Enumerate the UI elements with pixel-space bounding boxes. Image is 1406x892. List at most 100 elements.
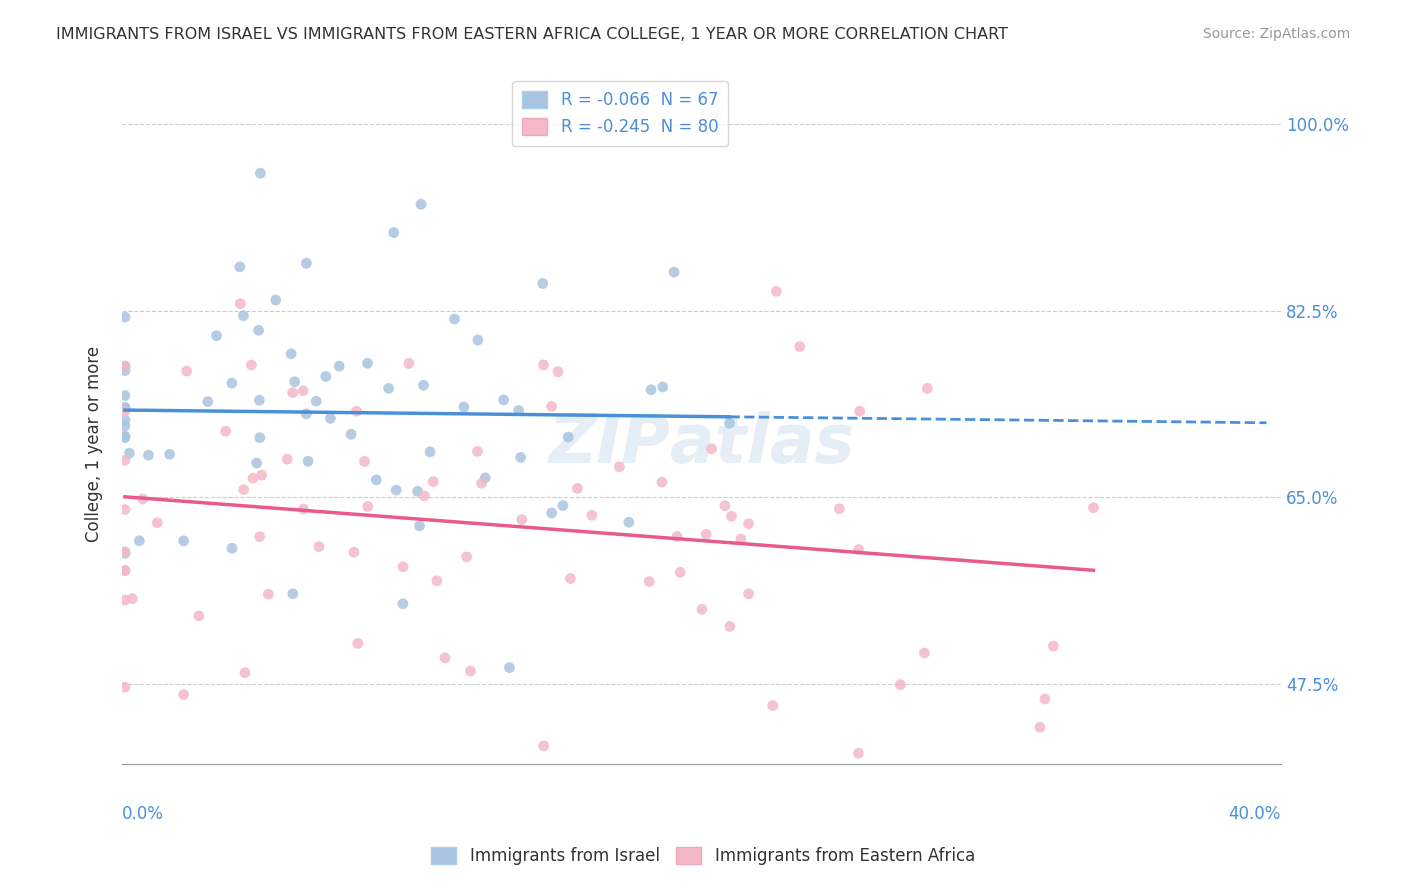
Point xyxy=(249,431,271,445)
Point xyxy=(114,502,136,516)
Point xyxy=(257,587,280,601)
Point xyxy=(250,468,273,483)
Point xyxy=(714,499,737,513)
Point xyxy=(700,442,723,456)
Point xyxy=(247,323,270,337)
Point xyxy=(233,665,256,680)
Point xyxy=(292,502,315,516)
Point xyxy=(221,541,243,556)
Point xyxy=(297,454,319,468)
Point xyxy=(551,499,574,513)
Point xyxy=(690,602,713,616)
Point xyxy=(347,636,370,650)
Point xyxy=(718,416,741,430)
Point xyxy=(669,566,692,580)
Point xyxy=(456,549,478,564)
Point xyxy=(356,356,378,370)
Point xyxy=(377,381,399,395)
Point xyxy=(828,501,851,516)
Point xyxy=(1042,639,1064,653)
Point xyxy=(737,516,759,531)
Point xyxy=(353,454,375,468)
Point xyxy=(249,530,271,544)
Point xyxy=(651,380,673,394)
Point xyxy=(114,431,136,445)
Point xyxy=(567,481,589,495)
Point xyxy=(114,363,136,377)
Point xyxy=(366,473,388,487)
Point xyxy=(492,392,515,407)
Point xyxy=(276,452,298,467)
Point xyxy=(176,364,198,378)
Point xyxy=(242,471,264,485)
Point xyxy=(557,430,579,444)
Point xyxy=(264,293,287,307)
Point xyxy=(173,533,195,548)
Point xyxy=(114,546,136,560)
Point xyxy=(609,459,631,474)
Point xyxy=(114,545,136,559)
Point xyxy=(422,475,444,489)
Point xyxy=(540,400,562,414)
Text: 40.0%: 40.0% xyxy=(1229,805,1281,823)
Point xyxy=(232,309,254,323)
Point xyxy=(665,530,688,544)
Point xyxy=(737,587,759,601)
Point xyxy=(560,572,582,586)
Point xyxy=(531,277,554,291)
Point xyxy=(695,527,717,541)
Point xyxy=(392,597,415,611)
Point xyxy=(114,310,136,325)
Point xyxy=(662,265,685,279)
Point xyxy=(510,513,533,527)
Point xyxy=(187,608,209,623)
Text: ZIP​atlas: ZIP​atlas xyxy=(548,411,855,477)
Point xyxy=(533,358,555,372)
Point xyxy=(848,746,870,760)
Point xyxy=(121,591,143,606)
Point xyxy=(229,296,252,310)
Point xyxy=(547,365,569,379)
Point xyxy=(789,340,811,354)
Text: IMMIGRANTS FROM ISRAEL VS IMMIGRANTS FROM EASTERN AFRICA COLLEGE, 1 YEAR OR MORE: IMMIGRANTS FROM ISRAEL VS IMMIGRANTS FRO… xyxy=(56,27,1008,42)
Point xyxy=(889,678,911,692)
Point xyxy=(118,446,141,460)
Point xyxy=(509,450,531,465)
Point xyxy=(114,388,136,402)
Point xyxy=(409,197,432,211)
Text: Source: ZipAtlas.com: Source: ZipAtlas.com xyxy=(1202,27,1350,41)
Point xyxy=(221,376,243,391)
Point xyxy=(392,559,415,574)
Point xyxy=(114,593,136,607)
Point xyxy=(114,680,136,694)
Point xyxy=(533,739,555,753)
Point xyxy=(426,574,449,588)
Point xyxy=(408,519,430,533)
Point xyxy=(640,383,662,397)
Point xyxy=(460,664,482,678)
Point xyxy=(114,401,136,416)
Point xyxy=(114,359,136,373)
Point xyxy=(295,256,318,270)
Point xyxy=(315,369,337,384)
Point xyxy=(1029,720,1052,734)
Point xyxy=(114,453,136,467)
Point xyxy=(762,698,785,713)
Point xyxy=(114,564,136,578)
Y-axis label: College, 1 year or more: College, 1 year or more xyxy=(86,346,103,542)
Point xyxy=(467,333,489,347)
Point xyxy=(498,660,520,674)
Point xyxy=(848,404,870,418)
Point xyxy=(173,688,195,702)
Point xyxy=(328,359,350,373)
Point xyxy=(617,515,640,529)
Point xyxy=(308,540,330,554)
Point xyxy=(343,545,366,559)
Point xyxy=(159,447,181,461)
Legend: Immigrants from Israel, Immigrants from Eastern Africa: Immigrants from Israel, Immigrants from … xyxy=(422,837,984,875)
Point xyxy=(128,533,150,548)
Point xyxy=(114,429,136,443)
Point xyxy=(474,471,496,485)
Point xyxy=(718,619,741,633)
Point xyxy=(114,418,136,433)
